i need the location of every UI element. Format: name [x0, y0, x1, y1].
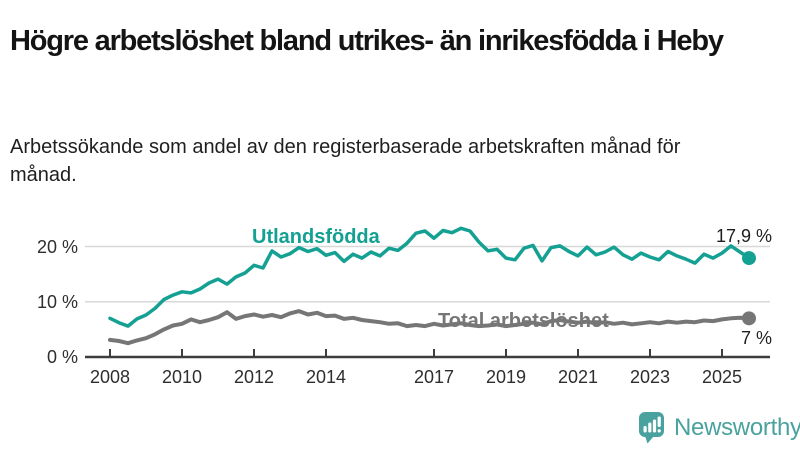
- series-line-1: [108, 309, 751, 346]
- series-end-dot-0: [742, 251, 756, 266]
- page-subtitle: Arbetssökande som andel av den registerb…: [10, 136, 681, 186]
- x-axis-label: 2014: [305, 367, 347, 387]
- x-axis-label: 2021: [557, 367, 599, 387]
- series-line-0: [108, 226, 751, 328]
- x-axis-label: 2023: [629, 367, 671, 387]
- x-axis-label: 2017: [413, 367, 455, 387]
- chart-plot: [85, 226, 770, 359]
- x-axis-label: 2008: [89, 367, 131, 387]
- y-axis-label: 20 %: [36, 236, 78, 257]
- brand-footer: Newsworthy: [638, 411, 800, 444]
- end-value-label-0: 17,9 %: [715, 226, 772, 246]
- series-end-dot-1: [742, 311, 756, 326]
- x-axis-label: 2012: [233, 367, 275, 387]
- page-title: Högre arbetslöshet bland utrikes- än inr…: [10, 25, 724, 58]
- series-label-1: Total arbetslöshet: [438, 310, 609, 332]
- y-axis-label: 0 %: [46, 347, 78, 367]
- brand-name: Newsworthy: [674, 413, 800, 441]
- y-axis-label: 10 %: [36, 291, 78, 312]
- x-axis-label: 2019: [485, 367, 527, 387]
- series-label-0: Utlandsfödda: [252, 226, 380, 248]
- x-axis-label: 2025: [701, 367, 743, 387]
- newsworthy-logo-icon: [639, 412, 664, 444]
- x-axis-label: 2010: [161, 367, 203, 387]
- end-value-label-1: 7 %: [740, 328, 772, 348]
- unemployment-chart: 0 % 10 % 20 % 2008 2010 2012 2014 2017 2019 2021 2…: [0, 200, 800, 410]
